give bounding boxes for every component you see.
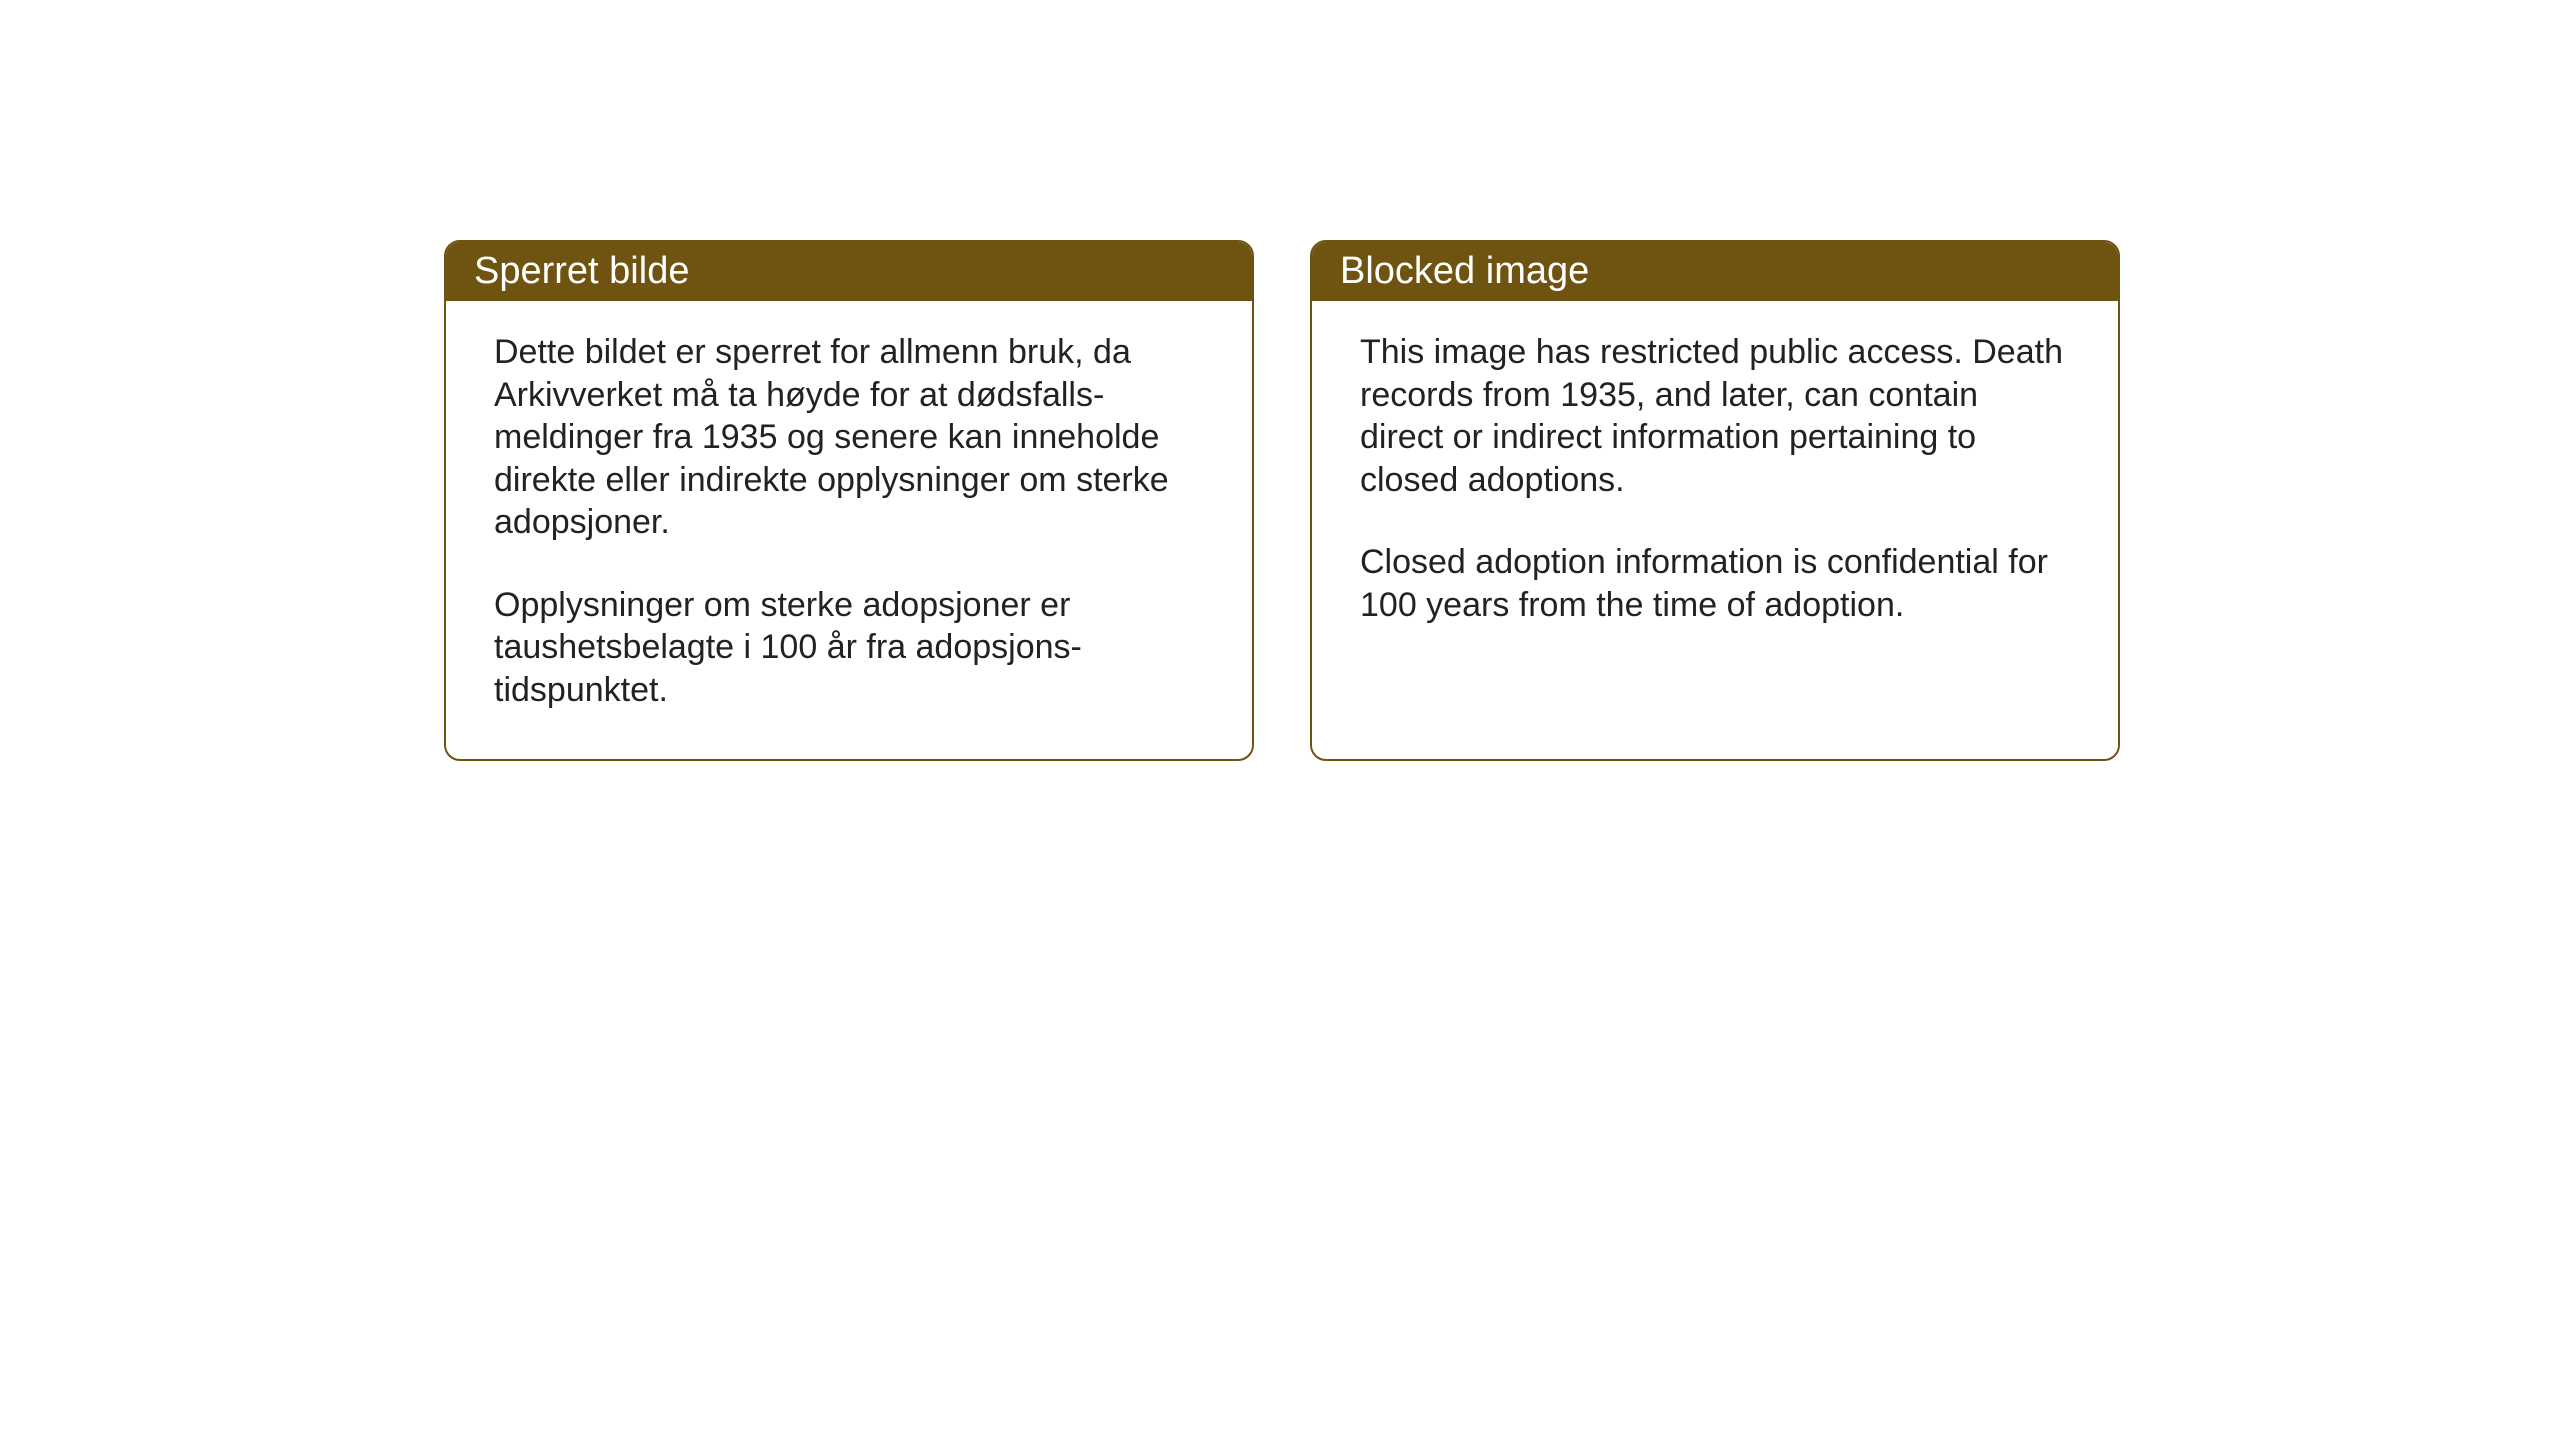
notice-container: Sperret bilde Dette bildet er sperret fo… <box>444 240 2120 761</box>
notice-box-english: Blocked image This image has restricted … <box>1310 240 2120 761</box>
notice-paragraph: Opplysninger om sterke adopsjoner er tau… <box>494 584 1204 712</box>
notice-title: Sperret bilde <box>474 250 689 292</box>
notice-box-norwegian: Sperret bilde Dette bildet er sperret fo… <box>444 240 1254 761</box>
notice-header-english: Blocked image <box>1312 242 2118 301</box>
notice-paragraph: Dette bildet er sperret for allmenn bruk… <box>494 331 1204 544</box>
notice-title: Blocked image <box>1340 250 1589 292</box>
notice-header-norwegian: Sperret bilde <box>446 242 1252 301</box>
notice-paragraph: This image has restricted public access.… <box>1360 331 2070 501</box>
notice-body-english: This image has restricted public access.… <box>1312 301 2118 674</box>
notice-paragraph: Closed adoption information is confident… <box>1360 541 2070 626</box>
notice-body-norwegian: Dette bildet er sperret for allmenn bruk… <box>446 301 1252 759</box>
